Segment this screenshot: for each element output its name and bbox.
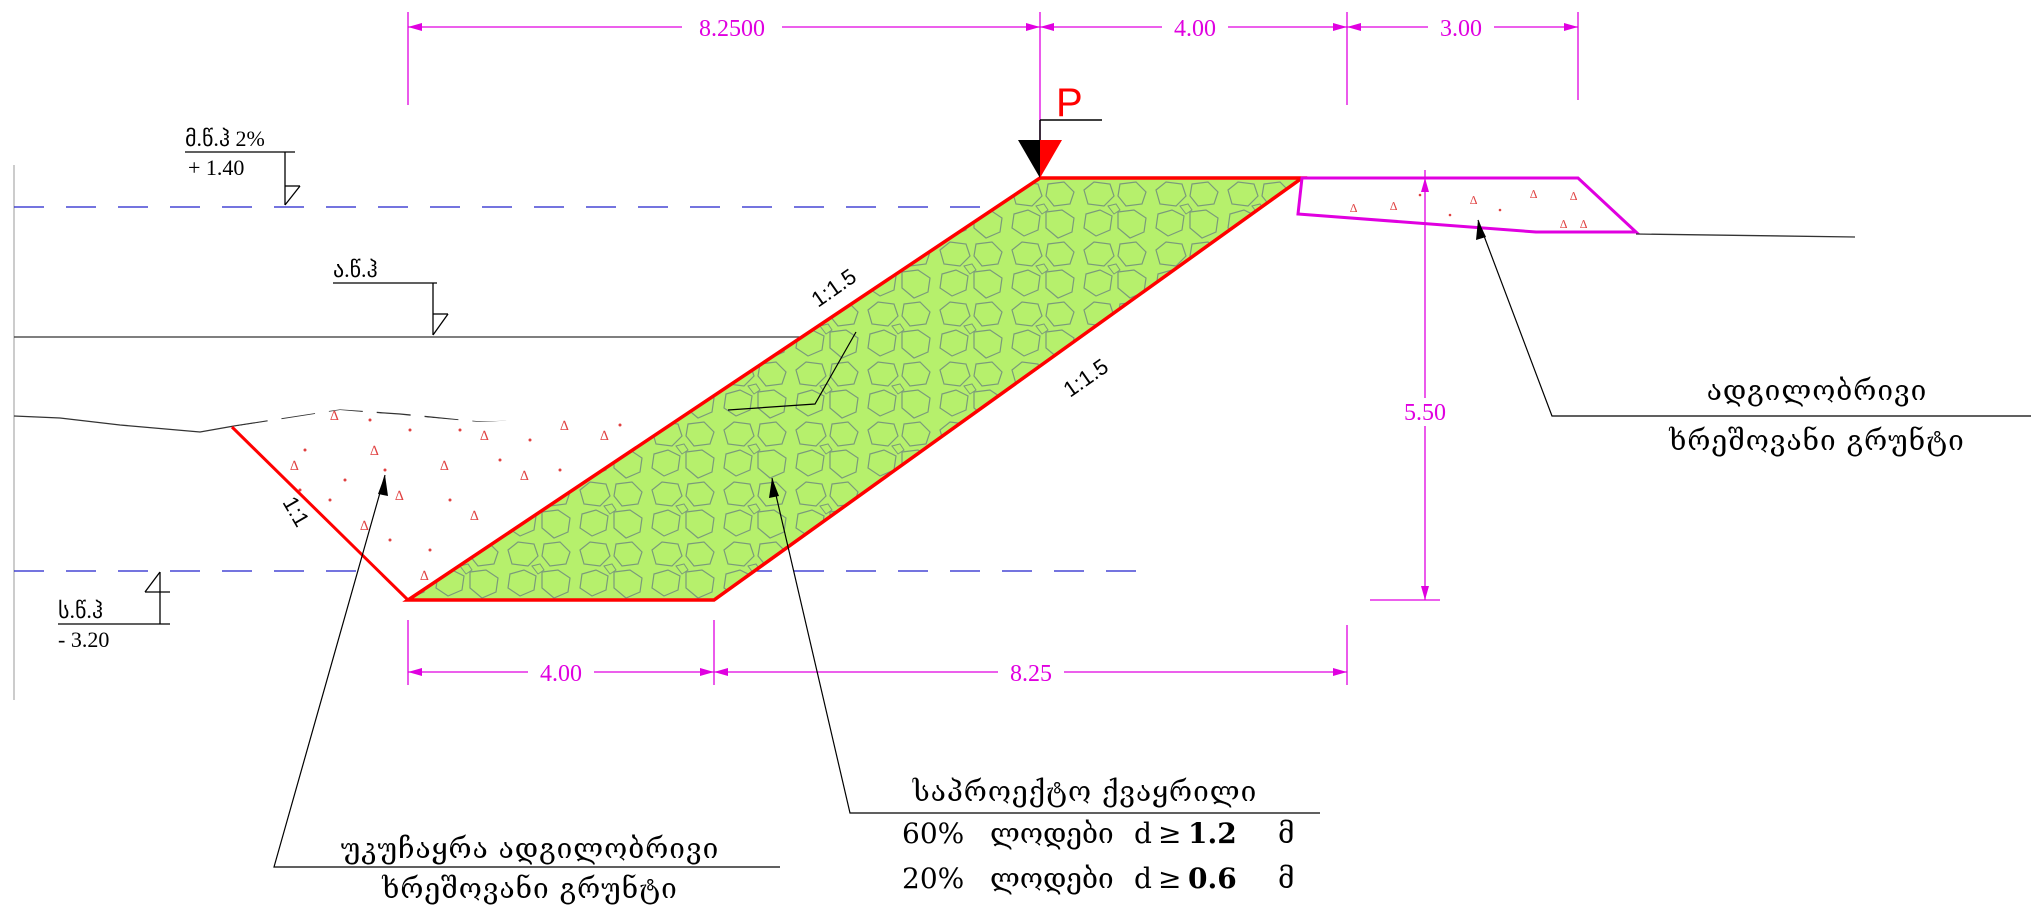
max-water-label: მ.წ.ჰ 2% [185, 126, 265, 151]
svg-text:∆: ∆ [360, 519, 369, 534]
avg-water-level-mark: ა.წ.ჰ [333, 257, 449, 336]
svg-text:d: d [1134, 862, 1152, 895]
svg-text:≥: ≥ [1158, 817, 1181, 850]
svg-text:∆: ∆ [1570, 189, 1578, 203]
backfill-dots: ∆ ∆ ∆ ∆ ∆ ∆ ∆ ∆ ∆ ∆ ∆ ∆ [290, 409, 622, 584]
svg-text:∆: ∆ [1560, 217, 1568, 231]
svg-text:მ: მ [1278, 862, 1294, 895]
dim-top-2: 4.00 [1174, 16, 1216, 42]
svg-text:∆: ∆ [1580, 217, 1588, 231]
ground-right-line [1635, 233, 1856, 238]
svg-text:∆: ∆ [560, 419, 569, 434]
slope-lower: 1:1.5 [1059, 354, 1113, 403]
dim-bottom-1: 4.00 [540, 661, 582, 687]
svg-text:∆: ∆ [470, 509, 479, 524]
svg-text:20%: 20% [902, 862, 964, 895]
local-soil-right-zone [1296, 176, 1640, 234]
local-soil-label-1: ადგილობრივი [1707, 374, 1928, 407]
dimension-arrows [408, 23, 1578, 676]
low-water-label: ს.წ.ჰ [58, 598, 103, 623]
svg-text:≥: ≥ [1158, 862, 1181, 895]
svg-text:∆: ∆ [370, 444, 379, 459]
riprap-line-2: 20% ლოდები d ≥ 0.6 მ [902, 862, 1294, 895]
riprap-body [402, 176, 1308, 602]
svg-text:∆: ∆ [480, 429, 489, 444]
svg-text:∆: ∆ [290, 459, 299, 474]
leader-arrows [378, 220, 1486, 498]
max-water-level-mark: მ.წ.ჰ 2% + 1.40 [185, 126, 301, 206]
svg-text:1.2: 1.2 [1188, 817, 1237, 850]
svg-text:∆: ∆ [440, 459, 449, 474]
svg-text:ლოდები: ლოდები [990, 817, 1114, 850]
svg-text:0.6: 0.6 [1188, 862, 1237, 895]
riprap-title: საპროექტო ქვაყრილი [912, 775, 1258, 808]
dim-top-3: 3.00 [1440, 16, 1482, 42]
svg-text:∆: ∆ [1390, 199, 1398, 213]
low-water-value: - 3.20 [58, 627, 109, 652]
avg-water-label: ა.წ.ჰ [333, 257, 378, 282]
svg-text:მ: მ [1278, 817, 1294, 850]
existing-ground-left [13, 415, 235, 433]
backfill-left-slope [230, 425, 410, 602]
slope-leader [727, 331, 857, 411]
svg-text:∆: ∆ [420, 569, 429, 584]
dimension-lines [407, 12, 1579, 685]
right-soil-dots: ∆ ∆ ∆ ∆ ∆∆ ∆ [1350, 187, 1588, 231]
svg-text:∆: ∆ [395, 489, 404, 504]
backfill-label-1: უკუჩაყრა ადგილობრივი [341, 832, 720, 865]
max-water-value: + 1.40 [188, 155, 244, 180]
svg-text:ლოდები: ლოდები [990, 862, 1114, 895]
svg-text:∆: ∆ [1530, 187, 1538, 201]
dim-top-1: 8.2500 [699, 16, 765, 42]
svg-text:d: d [1134, 817, 1152, 850]
svg-text:∆: ∆ [600, 429, 609, 444]
load-label: P [1056, 81, 1083, 125]
backfill-zone [232, 410, 716, 600]
load-mark: P [1018, 81, 1102, 178]
leader-lines [273, 219, 2031, 868]
backfill-label-2: ხრეშოვანი გრუნტი [381, 872, 677, 905]
dim-height: 5.50 [1404, 400, 1446, 426]
svg-text:∆: ∆ [330, 409, 339, 424]
riprap-line-1: 60% ლოდები d ≥ 1.2 მ [902, 817, 1294, 850]
dim-bottom-2: 8.25 [1010, 661, 1052, 687]
low-water-level-mark: ს.წ.ჰ - 3.20 [58, 571, 170, 652]
local-soil-label-2: ხრეშოვანი გრუნტი [1668, 424, 1964, 457]
svg-text:∆: ∆ [520, 469, 529, 484]
svg-text:60%: 60% [902, 817, 964, 850]
svg-text:∆: ∆ [1470, 193, 1478, 207]
svg-text:∆: ∆ [1350, 201, 1358, 215]
